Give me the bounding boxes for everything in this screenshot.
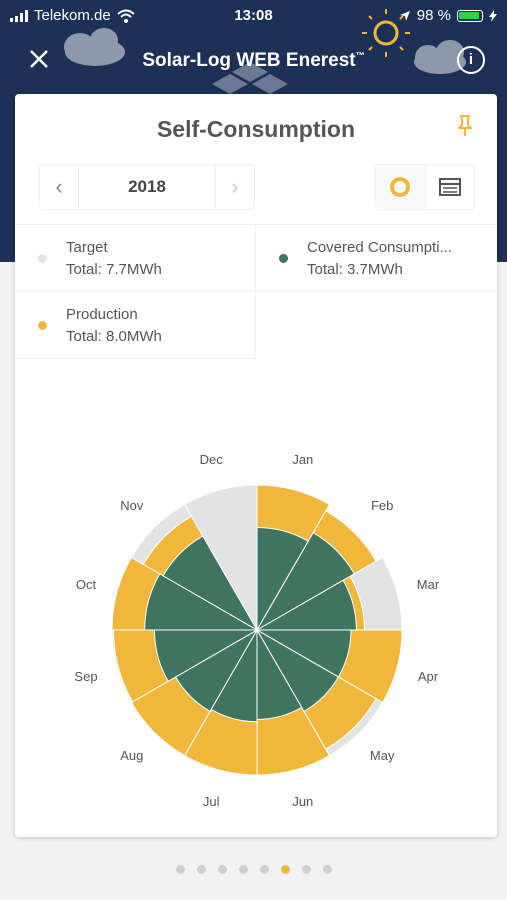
- page-dot[interactable]: [259, 865, 269, 874]
- info-icon: i: [468, 51, 474, 68]
- page-dot[interactable]: [322, 865, 332, 874]
- trademark: ™: [355, 50, 365, 61]
- page-dot[interactable]: [280, 865, 290, 874]
- battery-icon: [457, 9, 483, 22]
- info-button[interactable]: i: [457, 46, 485, 74]
- signal-icon: [10, 9, 28, 22]
- legend-total: Total: 7.7MWh: [66, 261, 162, 278]
- legend-dot: [279, 254, 288, 263]
- month-label-aug: Aug: [120, 748, 143, 763]
- cloud-icon: [64, 28, 125, 66]
- covered-consumption-wedge-feb[interactable]: [255, 532, 355, 632]
- charging-icon: [489, 9, 497, 22]
- sun-icon: [362, 9, 410, 57]
- nav-bar: Solar-Log WEB Enerest™ i: [0, 36, 507, 86]
- month-label-nov: Nov: [120, 498, 144, 513]
- page-dot[interactable]: [217, 865, 227, 874]
- month-label-mar: Mar: [417, 577, 440, 592]
- month-label-sep: Sep: [74, 669, 97, 684]
- polar-chart-container: Jan Feb Mar Apr May Jun Jul Aug Sep Oct Nov Dec: [15, 444, 497, 819]
- legend-dot: [38, 321, 47, 330]
- pin-button[interactable]: [457, 114, 473, 143]
- covered-consumption-wedge-mar[interactable]: [255, 579, 357, 631]
- month-label-feb: Feb: [371, 498, 393, 513]
- page-dot[interactable]: [196, 865, 206, 874]
- covered-consumption-wedge-may[interactable]: [255, 628, 340, 713]
- legend-dot: [38, 254, 47, 263]
- month-label-jul: Jul: [203, 794, 220, 809]
- legend-name: Covered Consumpti...: [307, 239, 453, 256]
- wifi-icon: [117, 9, 135, 23]
- card-title: Self-Consumption: [156, 116, 356, 142]
- chart-view-button[interactable]: [376, 165, 426, 209]
- header-decoration: [64, 9, 466, 94]
- month-label-dec: Dec: [200, 452, 224, 467]
- legend-divider: [256, 291, 497, 292]
- close-button[interactable]: [26, 46, 52, 72]
- page-dot[interactable]: [301, 865, 311, 874]
- page-indicator: [0, 865, 507, 874]
- next-year-button[interactable]: ›: [231, 174, 239, 199]
- battery-percent: 98 %: [416, 7, 451, 24]
- year-label: 2018: [78, 165, 216, 209]
- legend-total: Total: 8.0MWh: [66, 328, 162, 345]
- legend-name: Production: [66, 306, 138, 323]
- self-consumption-card: Self-Consumption ‹ 2018 › Target Total: …: [15, 94, 497, 837]
- page-dot[interactable]: [238, 865, 248, 874]
- month-label-jun: Jun: [292, 794, 313, 809]
- month-label-may: May: [370, 748, 395, 763]
- legend-total: Total: 3.7MWh: [307, 261, 403, 278]
- carrier-label: Telekom.de: [34, 7, 111, 24]
- polar-area-chart: Jan Feb Mar Apr May Jun Jul Aug Sep Oct Nov Dec: [74, 452, 440, 809]
- pin-icon: [458, 115, 472, 136]
- view-toggle: [375, 164, 475, 210]
- previous-year-button[interactable]: ‹: [55, 174, 63, 199]
- covered-consumption-wedge-oct[interactable]: [144, 573, 259, 631]
- legend-item-covered-consumption[interactable]: Covered Consumpti... Total: 3.7MWh: [256, 224, 496, 291]
- month-label-jan: Jan: [292, 452, 313, 467]
- legend-item-production[interactable]: Production Total: 8.0MWh: [15, 291, 256, 359]
- clock: 13:08: [234, 7, 273, 24]
- legend-item-target[interactable]: Target Total: 7.7MWh: [15, 224, 256, 291]
- month-label-apr: Apr: [418, 669, 439, 684]
- donut-chart-icon: [390, 177, 411, 197]
- solar-panel-icon: [212, 62, 288, 94]
- table-view-button[interactable]: [426, 165, 475, 209]
- status-bar: Telekom.de 13:08 98 %: [0, 0, 507, 32]
- page-dot[interactable]: [175, 865, 185, 874]
- app-title: Solar-Log WEB Enerest™: [0, 50, 507, 72]
- month-label-oct: Oct: [76, 577, 97, 592]
- covered-consumption-wedge-nov[interactable]: [162, 535, 259, 632]
- legend-name: Target: [66, 239, 108, 256]
- year-selector: ‹ 2018 ›: [39, 164, 255, 210]
- location-arrow-icon: [399, 10, 410, 21]
- close-icon: [30, 50, 48, 68]
- app-title-text: Solar-Log WEB Enerest: [142, 50, 356, 71]
- table-icon: [438, 178, 461, 196]
